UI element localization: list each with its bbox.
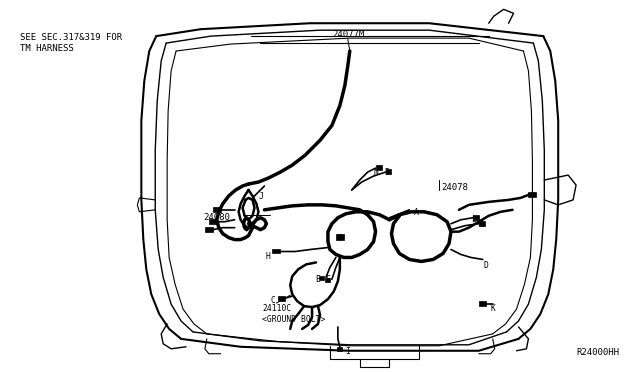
Bar	[273, 248, 280, 253]
Bar	[473, 215, 479, 220]
Text: 24078: 24078	[441, 183, 468, 192]
Text: H: H	[266, 251, 270, 260]
Text: C: C	[270, 296, 275, 305]
Bar	[479, 301, 486, 306]
Bar	[205, 227, 213, 232]
Bar	[325, 278, 330, 282]
Text: L: L	[471, 215, 476, 224]
Bar	[529, 192, 536, 197]
Bar	[278, 296, 285, 301]
Bar	[479, 221, 484, 226]
Text: N: N	[374, 168, 378, 177]
Text: D: D	[484, 262, 489, 270]
Text: F: F	[325, 275, 330, 284]
Text: K: K	[479, 220, 484, 229]
Bar	[336, 234, 344, 240]
Text: 24077M: 24077M	[332, 30, 364, 39]
Text: E: E	[315, 275, 320, 284]
Bar	[213, 207, 221, 212]
Bar	[319, 276, 324, 280]
Text: 24080: 24080	[204, 213, 230, 222]
Text: R24000HH: R24000HH	[577, 348, 620, 357]
Text: J: J	[259, 192, 263, 201]
Text: A: A	[414, 208, 419, 217]
Text: B: B	[385, 168, 389, 177]
Bar	[209, 219, 217, 224]
Text: SEE SEC.317&319 FOR
TM HARNESS: SEE SEC.317&319 FOR TM HARNESS	[20, 33, 122, 52]
Text: P: P	[337, 234, 342, 243]
Text: I: I	[345, 347, 349, 356]
Text: K: K	[491, 304, 495, 313]
Bar	[376, 165, 381, 170]
Text: 24110C
<GROUND BOLT>: 24110C <GROUND BOLT>	[262, 304, 326, 324]
Bar	[337, 347, 342, 351]
Bar	[385, 169, 392, 174]
